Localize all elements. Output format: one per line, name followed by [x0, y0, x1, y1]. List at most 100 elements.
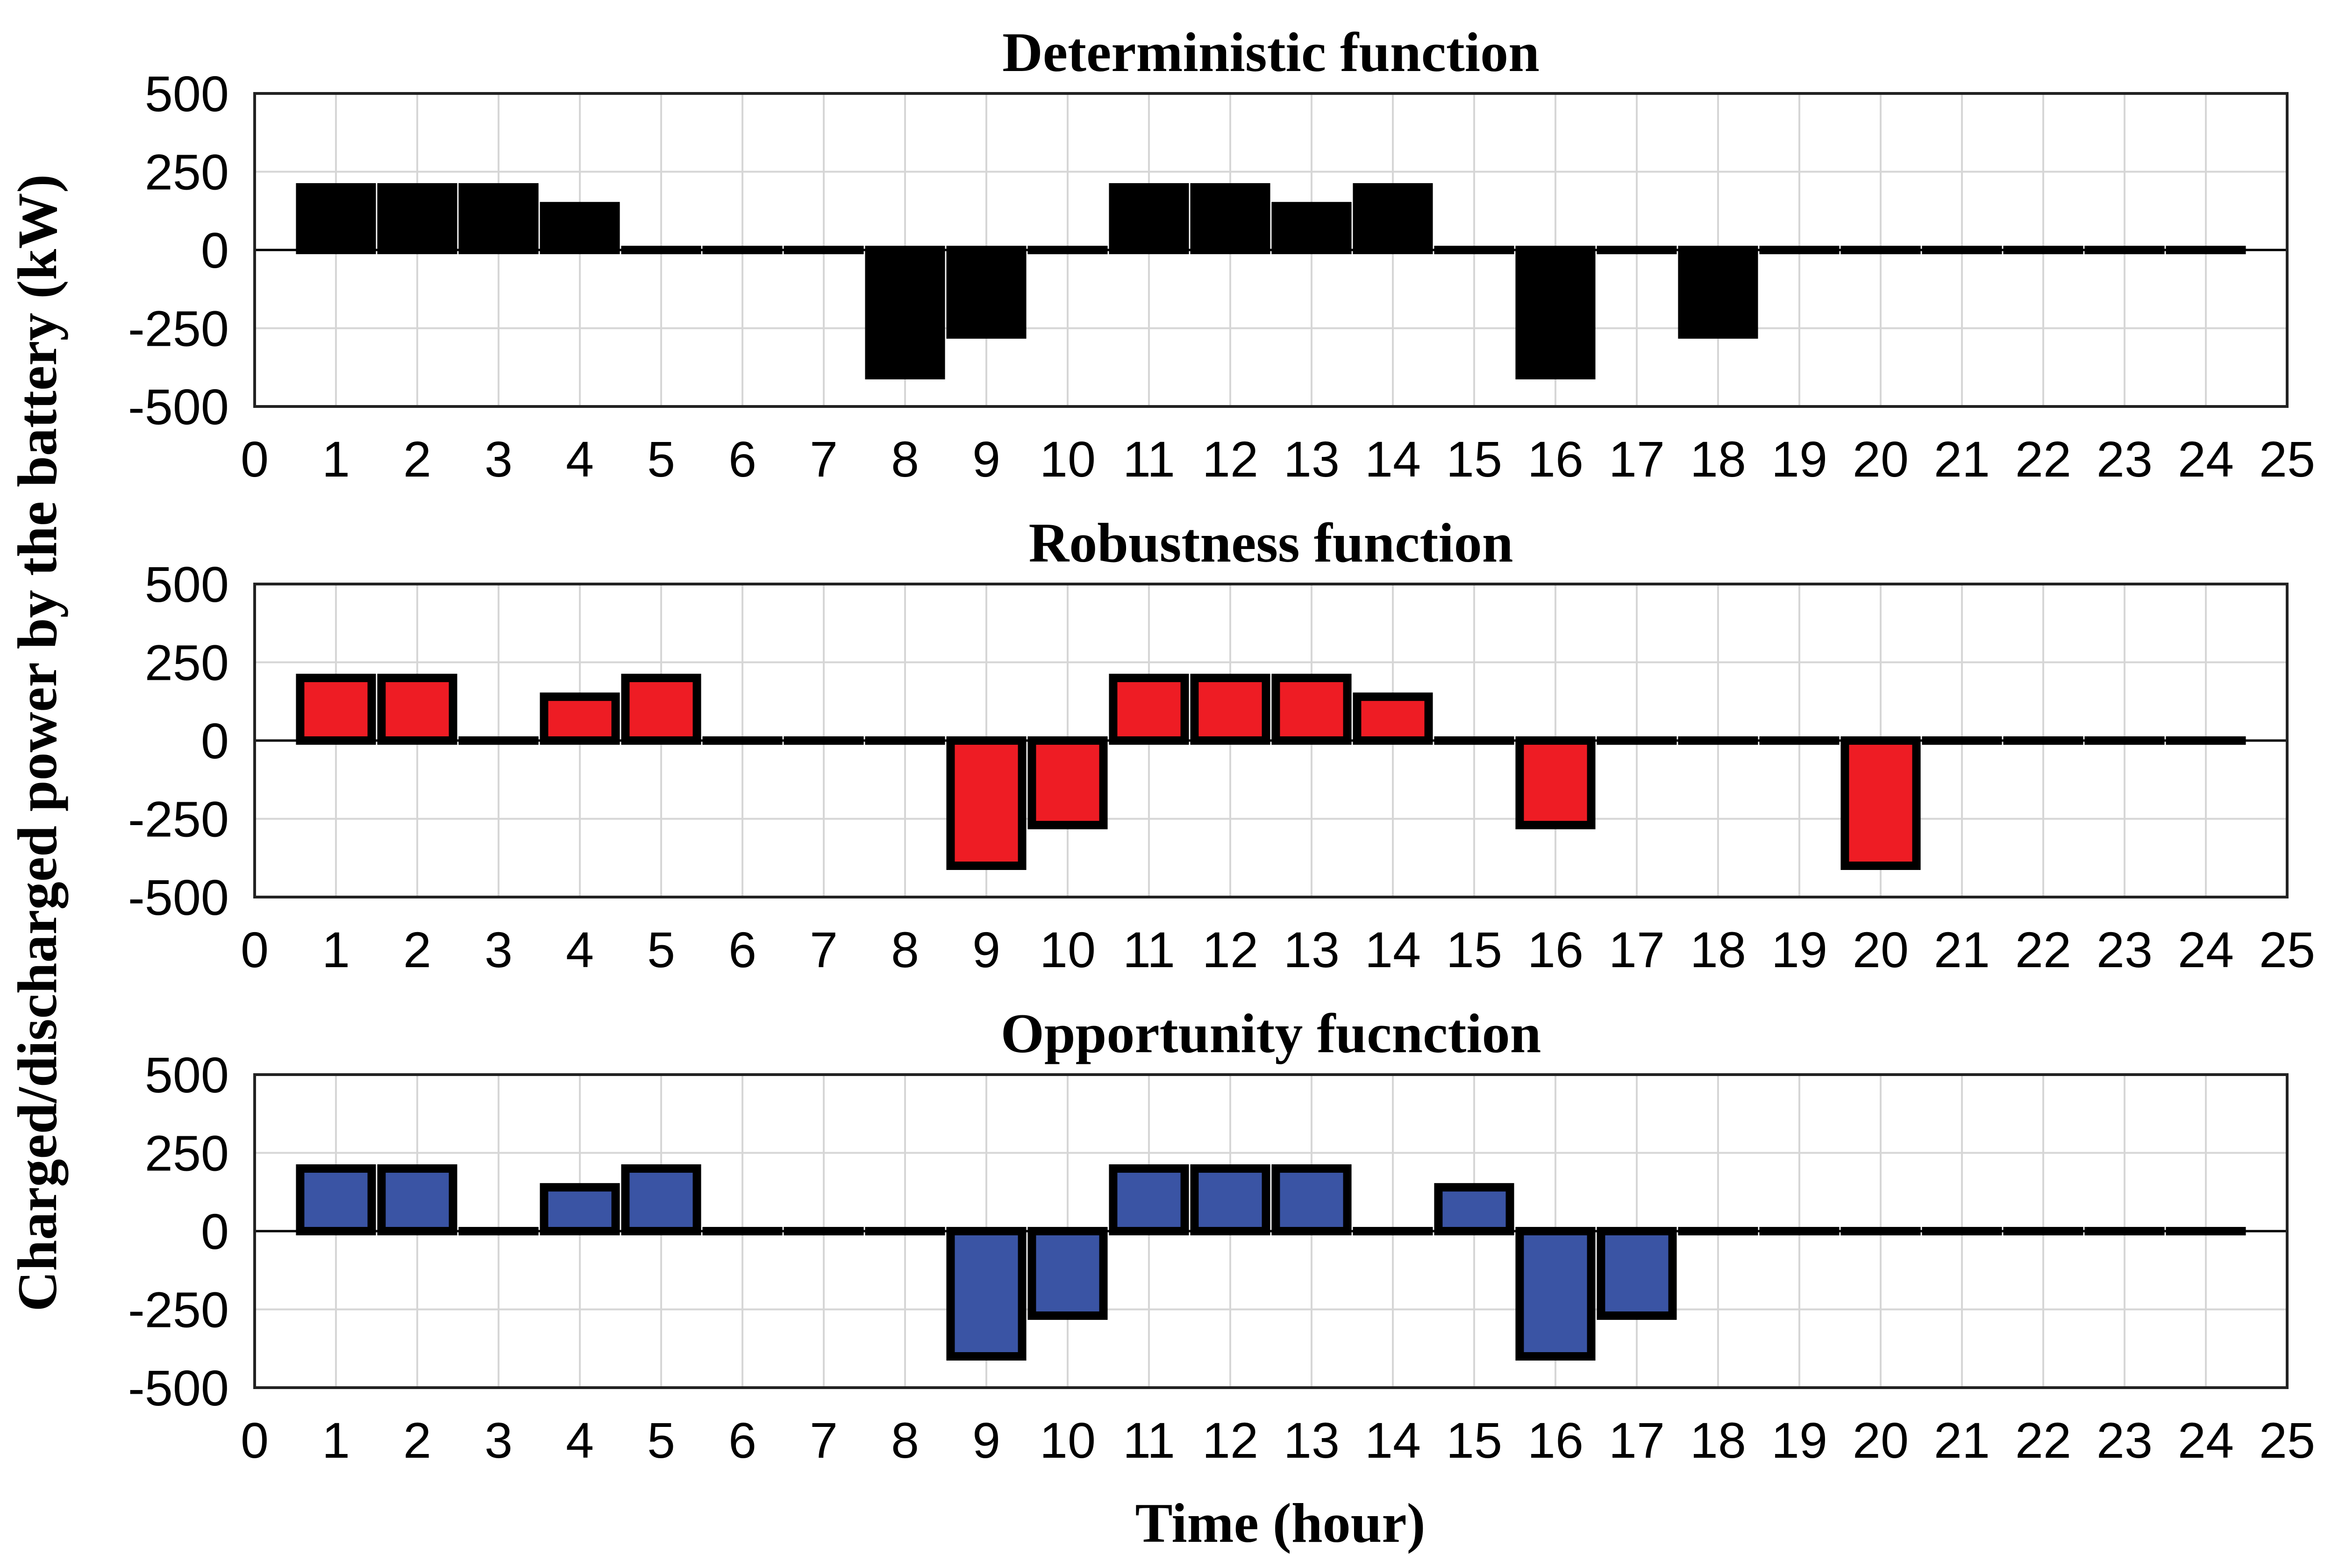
bar-hour-4 [540, 1183, 620, 1235]
y-tick-label: 0 [201, 222, 229, 278]
x-tick-label: 17 [1609, 1412, 1665, 1468]
bar-hour-16 [1515, 1227, 1596, 1361]
bar-hour-3 [458, 183, 539, 254]
x-tick-label: 24 [2178, 1412, 2234, 1468]
bar-hour-11 [1109, 183, 1189, 254]
y-tick-label: -500 [128, 869, 229, 926]
x-tick-label: 13 [1284, 921, 1340, 978]
chart-title: Deterministic function [1002, 21, 1540, 83]
x-tick-label: 4 [566, 431, 594, 487]
y-tick-label: 500 [145, 1047, 229, 1103]
x-tick-label: 15 [1446, 1412, 1502, 1468]
y-tick-label: 500 [145, 65, 229, 122]
x-tick-label: 11 [1123, 921, 1175, 978]
bar-hour-18 [1678, 246, 1758, 339]
x-tick-label: 8 [891, 431, 919, 487]
bar-hour-9 [946, 1227, 1027, 1361]
x-tick-label: 23 [2097, 1412, 2153, 1468]
axes-frame [253, 583, 2289, 898]
x-tick-label: 2 [403, 1412, 431, 1468]
x-tick-label: 12 [1202, 431, 1258, 487]
bar-hour-10 [1027, 736, 1108, 829]
x-tick-label: 6 [728, 1412, 756, 1468]
x-tick-label: 17 [1609, 921, 1665, 978]
bar-hour-10 [1027, 1227, 1108, 1320]
axes-frame [253, 1073, 2289, 1389]
y-tick-label: 500 [145, 556, 229, 613]
x-tick-label: 3 [485, 431, 513, 487]
x-tick-label: 20 [1853, 431, 1909, 487]
y-tick-label: -500 [128, 1360, 229, 1416]
x-tick-label: 10 [1040, 1412, 1096, 1468]
x-tick-label: 22 [2015, 431, 2071, 487]
x-tick-label: 5 [647, 431, 675, 487]
chart-title: Robustness function [1029, 512, 1513, 574]
x-tick-label: 8 [891, 1412, 919, 1468]
bar-hour-2 [377, 183, 457, 254]
bar-hour-13 [1271, 674, 1352, 745]
bar-hour-13 [1271, 1164, 1352, 1235]
bar-hour-2 [377, 674, 457, 745]
x-tick-label: 7 [810, 1412, 838, 1468]
x-tick-label: 9 [972, 1412, 1000, 1468]
y-tick-label: 250 [145, 634, 229, 691]
bar-hour-9 [946, 246, 1027, 339]
bar-hour-8 [865, 246, 945, 379]
x-tick-label: 18 [1690, 921, 1746, 978]
x-tick-label: 23 [2097, 921, 2153, 978]
bar-hour-12 [1190, 183, 1270, 254]
bar-hour-16 [1515, 246, 1596, 379]
x-tick-label: 15 [1446, 431, 1502, 487]
x-tick-label: 22 [2015, 921, 2071, 978]
x-tick-label: 24 [2178, 921, 2234, 978]
x-tick-label: 7 [810, 921, 838, 978]
x-tick-label: 4 [566, 921, 594, 978]
x-tick-label: 18 [1690, 431, 1746, 487]
x-tick-label: 8 [891, 921, 919, 978]
x-tick-label: 12 [1202, 1412, 1258, 1468]
x-tick-label: 23 [2097, 431, 2153, 487]
x-tick-label: 22 [2015, 1412, 2071, 1468]
x-tick-label: 4 [566, 1412, 594, 1468]
bar-hour-4 [540, 692, 620, 745]
x-tick-label: 20 [1853, 1412, 1909, 1468]
x-tick-label: 16 [1527, 1412, 1583, 1468]
chart-title: Opportunity fucnction [1001, 1002, 1541, 1064]
x-tick-label: 19 [1771, 1412, 1827, 1468]
x-tick-label: 1 [322, 431, 350, 487]
x-tick-label: 18 [1690, 1412, 1746, 1468]
x-tick-label: 25 [2259, 431, 2315, 487]
x-tick-label: 0 [241, 921, 269, 978]
bar-hour-13 [1271, 202, 1352, 255]
x-tick-label: 14 [1365, 921, 1421, 978]
x-tick-label: 21 [1934, 431, 1990, 487]
x-tick-label: 15 [1446, 921, 1502, 978]
x-tick-label: 10 [1040, 921, 1096, 978]
y-tick-label: -250 [128, 791, 229, 848]
axes-frame [253, 92, 2289, 408]
x-tick-label: 9 [972, 921, 1000, 978]
x-tick-label: 11 [1123, 431, 1175, 487]
bar-hour-12 [1190, 1164, 1270, 1235]
bar-hour-17 [1597, 1227, 1677, 1320]
x-tick-label: 0 [241, 431, 269, 487]
bar-hour-14 [1353, 183, 1433, 254]
y-tick-label: -250 [128, 1282, 229, 1338]
y-tick-label: 0 [201, 1203, 229, 1260]
bar-hour-20 [1840, 736, 1921, 870]
x-tick-label: 1 [322, 1412, 350, 1468]
y-tick-label: 250 [145, 1125, 229, 1182]
y-axis-label: Charged/discharged power by the battery … [6, 174, 69, 1311]
x-tick-label: 25 [2259, 1412, 2315, 1468]
x-axis-label: Time (hour) [1135, 1492, 1425, 1554]
x-tick-label: 3 [485, 1412, 513, 1468]
bar-hour-11 [1109, 1164, 1189, 1235]
y-tick-label: -500 [128, 378, 229, 435]
x-tick-label: 0 [241, 1412, 269, 1468]
x-tick-label: 5 [647, 1412, 675, 1468]
bar-hour-1 [296, 183, 376, 254]
x-tick-label: 11 [1123, 1412, 1175, 1468]
x-tick-label: 24 [2178, 431, 2234, 487]
